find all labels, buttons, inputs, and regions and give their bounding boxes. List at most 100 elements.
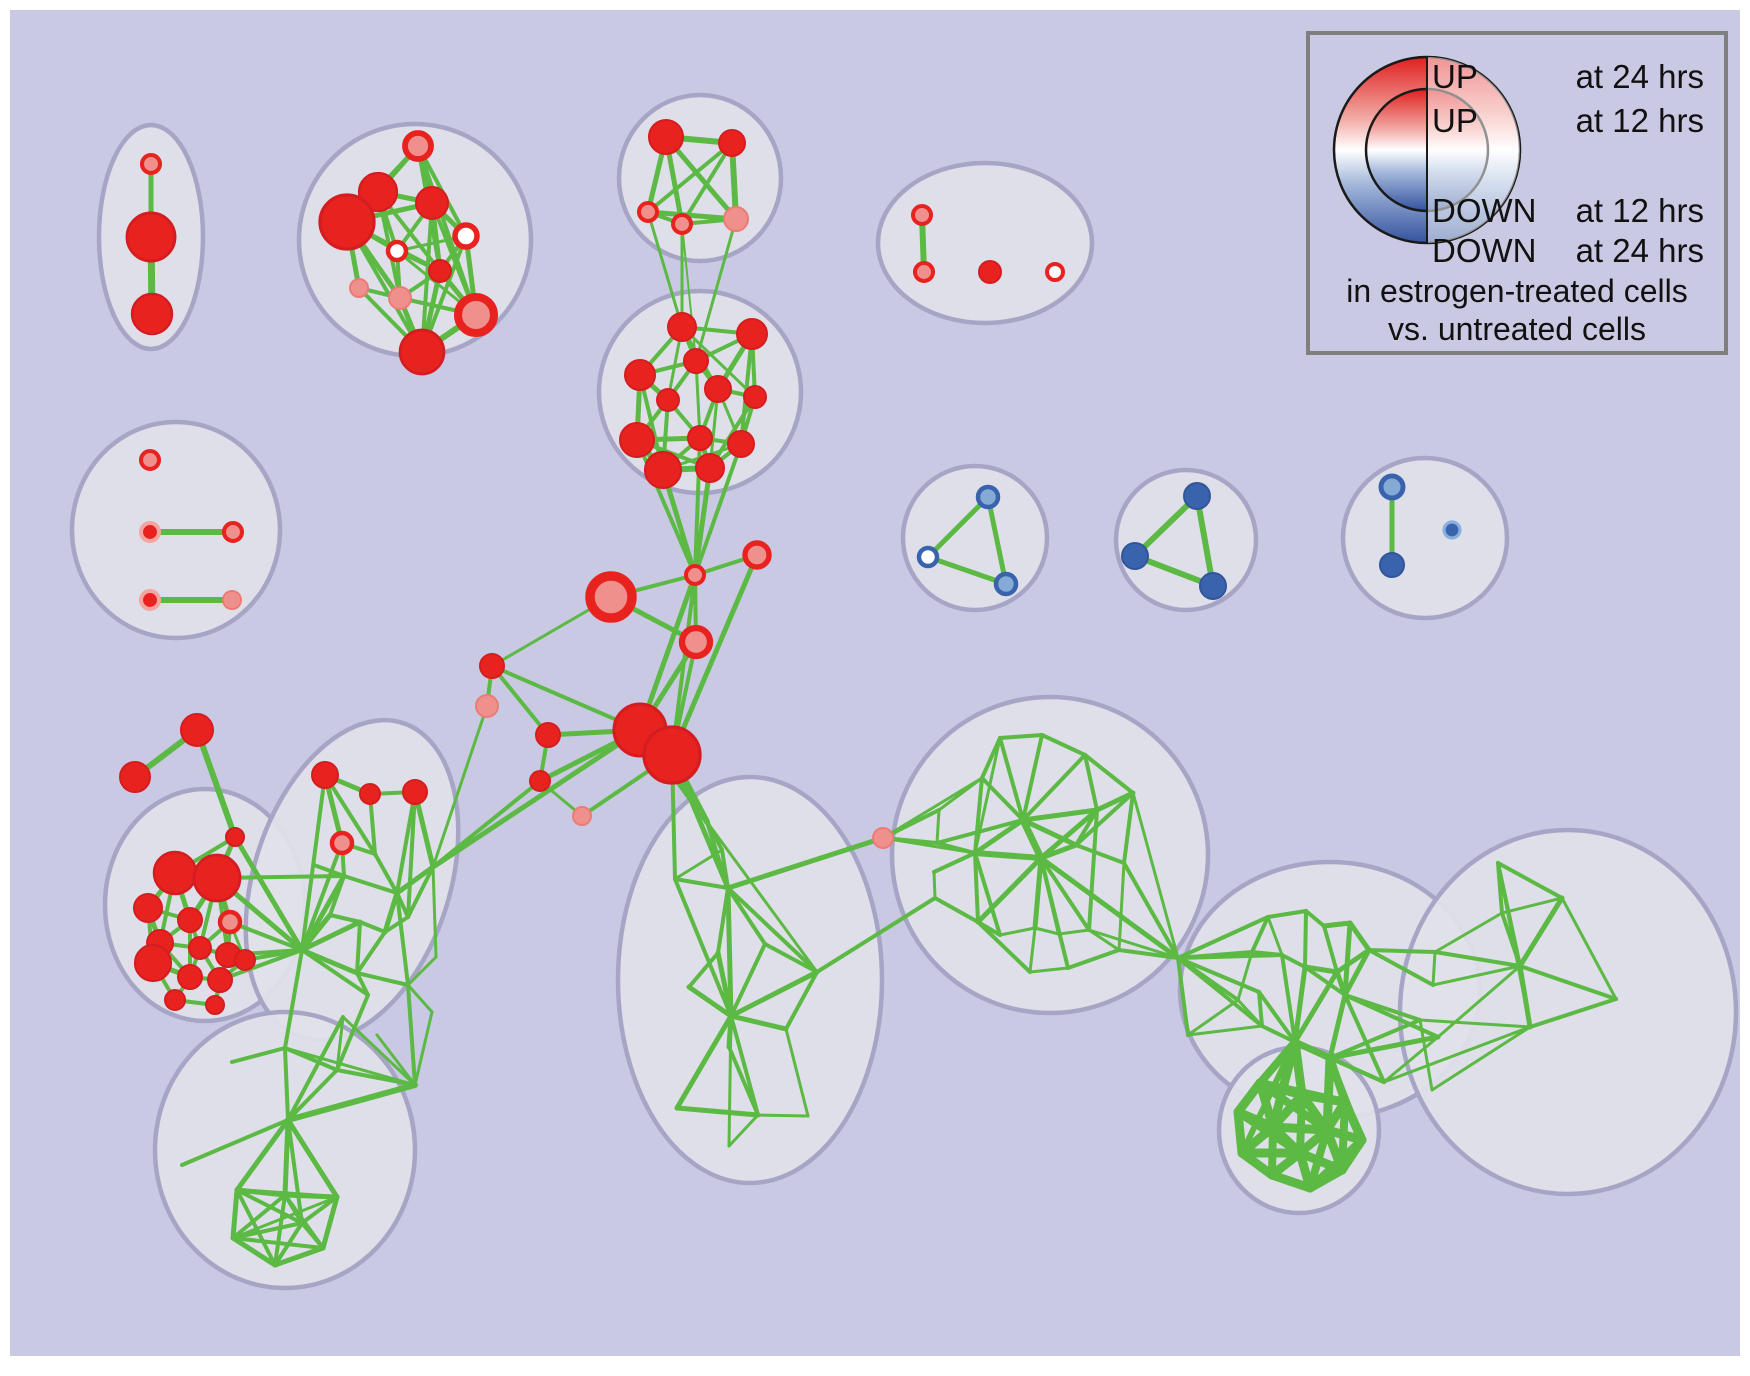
- gene-node-splicing: [133, 893, 163, 923]
- edge-mhc2-receptor: [925, 494, 991, 560]
- gene-node-splicing: [177, 964, 203, 990]
- edge-bridge: [1131, 791, 1180, 960]
- legend-box: UP at 24 hrs UP at 12 hrs DOWN at 12 hrs…: [1306, 31, 1728, 355]
- edge-rrna-processing: [335, 993, 370, 1072]
- edge-bridge: [490, 664, 550, 737]
- edge-bridge: [228, 920, 304, 952]
- legend-down24-time: at 24 hrs: [1576, 232, 1704, 269]
- edge-cell-cycle: [1280, 953, 1297, 1044]
- gene-node-protein-sorting: [636, 200, 660, 224]
- edge-rrna-processing: [358, 920, 387, 934]
- edge-dna-metabolism: [1033, 926, 1061, 936]
- gene-node-rrna-processing: [311, 761, 339, 789]
- edge-protein-sorting: [680, 141, 734, 226]
- gene-node-mhc2-receptor: [993, 571, 1019, 597]
- edge-bridge: [669, 552, 760, 758]
- edge-bridge: [1322, 1053, 1335, 1135]
- edge-bridge: [1431, 964, 1522, 987]
- edge-dna-metabolism: [998, 926, 1037, 937]
- edge-dna-metabolism: [932, 870, 937, 900]
- legend-up12-label: UP: [1432, 102, 1478, 139]
- edge-cell-cycle: [1328, 1018, 1422, 1060]
- edge-dna-metabolism: [1019, 816, 1045, 862]
- edge-cell-cycle: [1322, 924, 1339, 974]
- edge-bridge: [1433, 911, 1504, 954]
- gene-node-bridge: [475, 694, 499, 718]
- edge-transcription: [673, 877, 730, 890]
- edge-dna-metabolism: [1021, 733, 1044, 822]
- gene-node-rrna-processing: [402, 779, 428, 805]
- gene-node-translation: [388, 286, 412, 310]
- edge-rrna-processing: [342, 874, 399, 895]
- gene-node-rna-transport: [704, 375, 732, 403]
- gene-node-cofactor-metabolism: [978, 260, 1002, 284]
- gene-node-protein-folding: [139, 152, 163, 176]
- edge-ubiquitin-degradation: [1296, 1091, 1306, 1157]
- edge-dna-metabolism: [1066, 948, 1121, 970]
- edge-cell-cycle: [1266, 909, 1308, 919]
- gene-node-bridge: [683, 563, 707, 587]
- gene-node-rna-transport: [643, 450, 683, 490]
- edge-rrna-processing: [299, 912, 333, 953]
- edge-dna-metabolism: [1087, 928, 1121, 952]
- edge-bridge: [1436, 964, 1522, 1039]
- edge-rrna-processing: [355, 971, 370, 997]
- edge-cell-cycle: [1176, 956, 1264, 1028]
- edge-cell-cycle: [1334, 947, 1372, 975]
- edge-mhc2-receptor: [985, 494, 1009, 587]
- gene-node-translation: [452, 222, 480, 250]
- edge-bridge: [881, 776, 984, 840]
- gene-node-splicing: [152, 850, 198, 896]
- edge-dna-metabolism: [1039, 856, 1091, 932]
- network-layer: [69, 92, 1739, 1291]
- gene-node-lipid-transport: [1442, 520, 1462, 540]
- edge-bridge: [1327, 1034, 1441, 1061]
- gene-node-splicing: [188, 936, 212, 960]
- edge-ubiquitin-degradation: [1267, 1148, 1305, 1180]
- edge-rrna-processing: [395, 790, 417, 895]
- edge-microtubule-cytoskeleton: [1500, 896, 1564, 915]
- edge-translation: [420, 201, 434, 354]
- edge-bridge: [881, 836, 977, 855]
- gene-node-bridge: [119, 761, 151, 793]
- edge-trna-processing: [231, 1195, 339, 1240]
- edge-trna-processing: [230, 1235, 278, 1268]
- edge-bridge: [1328, 1056, 1386, 1084]
- gene-node-bridge: [535, 722, 561, 748]
- edge-ubiquitin-degradation: [1267, 1170, 1315, 1193]
- gene-node-protein-folding: [130, 292, 174, 336]
- gene-node-translation: [357, 171, 399, 213]
- gene-node-translation: [453, 292, 499, 338]
- edge-cell-cycle: [1260, 1024, 1297, 1044]
- edge-cell-cycle: [1176, 956, 1261, 994]
- legend-down24-label: DOWN: [1432, 232, 1536, 269]
- edge-tight-junctions: [1132, 493, 1200, 559]
- edge-dna-metabolism: [1039, 856, 1070, 970]
- edge-ubiquitin-degradation: [1237, 1148, 1277, 1180]
- edge-dna-metabolism: [980, 736, 1002, 780]
- edge-transcription: [674, 1105, 761, 1118]
- gene-node-rna-transport: [695, 453, 725, 483]
- edge-mhc2-receptor: [925, 554, 1009, 587]
- gene-node-nucleotide-metabolism: [222, 590, 242, 610]
- edge-protein-sorting: [646, 141, 734, 214]
- gene-node-translation: [349, 278, 369, 298]
- legend-faded-half: [1427, 57, 1520, 243]
- edge-cell-cycle: [1342, 920, 1353, 998]
- edge-cell-cycle: [1176, 953, 1284, 960]
- gene-node-splicing: [205, 995, 225, 1015]
- edge-microtubule-cytoskeleton: [1496, 861, 1532, 1029]
- edge-dna-metabolism: [975, 855, 1044, 925]
- edge-cell-cycle: [1342, 947, 1372, 998]
- gene-node-tight-junctions: [1121, 542, 1149, 570]
- edge-cell-cycle: [1303, 909, 1308, 969]
- edge-transcription: [784, 1027, 810, 1118]
- edge-transcription: [728, 969, 820, 1019]
- edge-transcription: [756, 1113, 810, 1118]
- edge-rrna-processing: [355, 920, 362, 975]
- edge-dna-metabolism: [1117, 861, 1126, 952]
- edge-transcription: [687, 951, 720, 989]
- edge-trna-processing: [231, 1221, 304, 1240]
- gene-node-protein-sorting: [670, 212, 694, 236]
- gene-node-splicing: [164, 989, 186, 1011]
